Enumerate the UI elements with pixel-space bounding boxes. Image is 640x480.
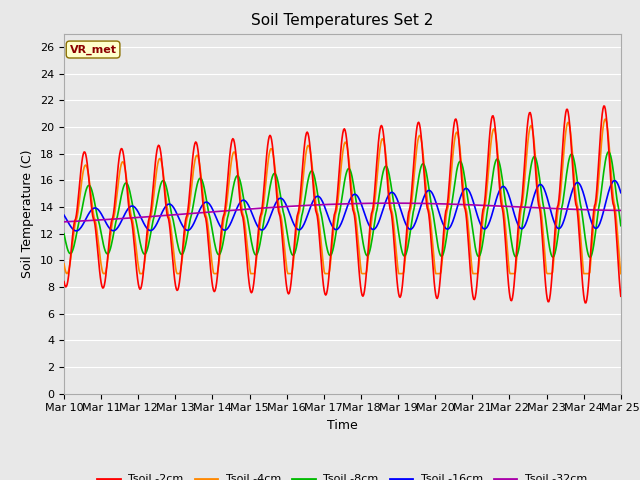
Y-axis label: Soil Temperature (C): Soil Temperature (C) [22,149,35,278]
X-axis label: Time: Time [327,419,358,432]
Title: Soil Temperatures Set 2: Soil Temperatures Set 2 [252,13,433,28]
Text: VR_met: VR_met [70,44,116,55]
Legend: Tsoil -2cm, Tsoil -4cm, Tsoil -8cm, Tsoil -16cm, Tsoil -32cm: Tsoil -2cm, Tsoil -4cm, Tsoil -8cm, Tsoi… [93,470,592,480]
